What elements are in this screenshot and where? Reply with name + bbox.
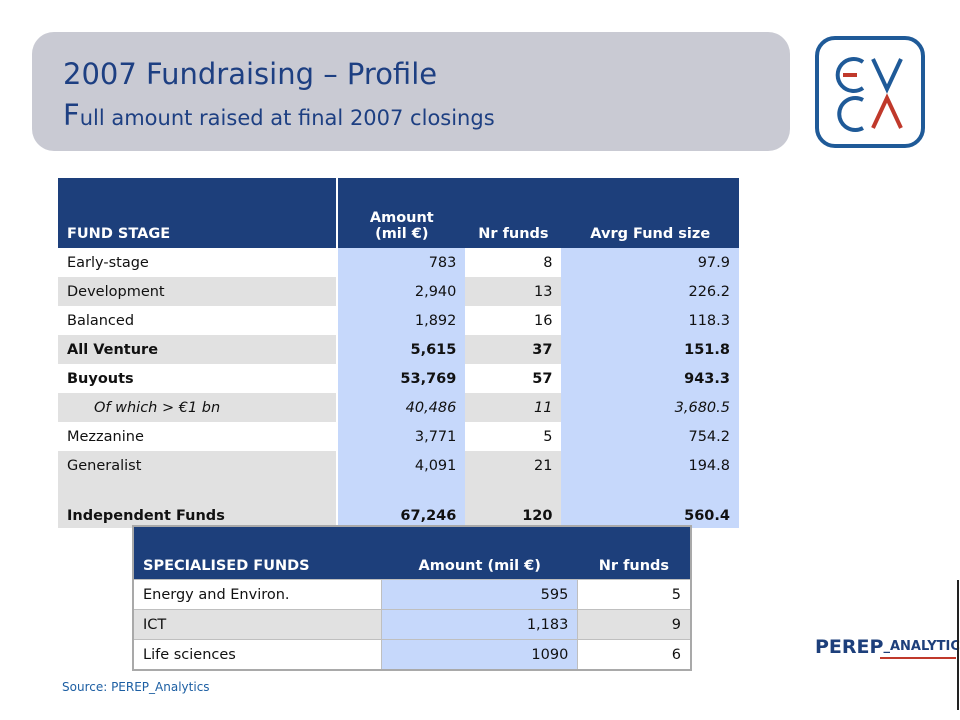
row-avrg-size: 226.2 <box>561 277 739 306</box>
table-row: Early-stage 783 8 97.9 <box>58 248 739 277</box>
row-amount: 1090 <box>381 639 579 670</box>
table-row: Buyouts 53,769 57 943.3 <box>58 364 739 393</box>
row-nr-funds: 57 <box>465 364 562 393</box>
row-amount: 4,091 <box>336 451 466 480</box>
row-amount: 5,615 <box>336 335 466 364</box>
perep-underline <box>880 657 956 659</box>
row-label: Of which > €1 bn <box>58 393 338 422</box>
row-label: All Venture <box>58 335 338 364</box>
table-row: Generalist 4,091 21 194.8 <box>58 451 739 480</box>
subtitle-rest: ull amount raised at final 2007 closings <box>79 106 495 130</box>
header-specialised-funds: SPECIALISED FUNDS <box>133 526 382 580</box>
header-amount: Amount (mil €) <box>381 526 578 580</box>
row-avrg-size: 3,680.5 <box>561 393 739 422</box>
row-nr-funds: 8 <box>465 248 562 277</box>
row-avrg-size: 118.3 <box>561 306 739 335</box>
table-row: All Venture 5,615 37 151.8 <box>58 335 739 364</box>
row-nr-funds: 13 <box>465 277 562 306</box>
row-label: Life sciences <box>133 639 383 670</box>
row-avrg-size: 97.9 <box>561 248 739 277</box>
table-row: Energy and Environ. 595 5 <box>133 579 691 610</box>
page-subtitle: Full amount raised at final 2007 closing… <box>63 98 495 132</box>
row-amount: 40,486 <box>336 393 466 422</box>
row-amount: 67,246 <box>336 480 466 528</box>
row-amount: 595 <box>381 579 579 610</box>
row-nr-funds: 21 <box>465 451 562 480</box>
row-avrg-size: 943.3 <box>561 364 739 393</box>
header-nr-funds: Nr funds <box>577 526 691 580</box>
evca-logo-icon <box>835 57 903 132</box>
row-nr-funds: 5 <box>465 422 562 451</box>
fund-stage-table: FUND STAGE Amount (mil €) Nr funds Avrg … <box>58 178 740 528</box>
row-label: Generalist <box>58 451 338 480</box>
row-amount: 1,892 <box>336 306 466 335</box>
row-amount: 783 <box>336 248 466 277</box>
evca-logo <box>815 36 925 148</box>
header-avrg-fund-size: Avrg Fund size <box>561 178 739 248</box>
row-nr-funds: 9 <box>577 609 691 640</box>
divider <box>957 580 959 710</box>
table-header-row: FUND STAGE Amount (mil €) Nr funds Avrg … <box>58 178 739 248</box>
row-label: Buyouts <box>58 364 338 393</box>
row-label: Early-stage <box>58 248 338 277</box>
source-note: Source: PEREP_Analytics <box>62 680 210 694</box>
table-row: Development 2,940 13 226.2 <box>58 277 739 306</box>
table-row: Mezzanine 3,771 5 754.2 <box>58 422 739 451</box>
row-avrg-size: 194.8 <box>561 451 739 480</box>
row-avrg-size: 151.8 <box>561 335 739 364</box>
title-banner <box>32 32 790 151</box>
row-amount: 1,183 <box>381 609 579 640</box>
row-avrg-size: 560.4 <box>561 480 739 528</box>
header-nr-funds: Nr funds <box>465 178 562 248</box>
row-nr-funds: 11 <box>465 393 562 422</box>
header-fund-stage: FUND STAGE <box>58 178 338 248</box>
table-row: Balanced 1,892 16 118.3 <box>58 306 739 335</box>
row-nr-funds: 5 <box>577 579 691 610</box>
table-row: Life sciences 1090 6 <box>133 639 691 670</box>
row-nr-funds: 120 <box>465 480 562 528</box>
row-label: Energy and Environ. <box>133 579 383 610</box>
row-amount: 53,769 <box>336 364 466 393</box>
row-label: Mezzanine <box>58 422 338 451</box>
header-amount: Amount (mil €) <box>336 178 466 248</box>
table-row-total: Independent Funds 67,246 120 560.4 <box>58 480 739 528</box>
row-label: Independent Funds <box>58 480 338 528</box>
row-label: Development <box>58 277 338 306</box>
table-header-row: SPECIALISED FUNDS Amount (mil €) Nr fund… <box>133 526 691 580</box>
row-amount: 2,940 <box>336 277 466 306</box>
perep-text: PEREP <box>815 636 884 658</box>
table-row: ICT 1,183 9 <box>133 609 691 640</box>
row-nr-funds: 16 <box>465 306 562 335</box>
page-title: 2007 Fundraising – Profile <box>63 57 438 91</box>
row-avrg-size: 754.2 <box>561 422 739 451</box>
row-nr-funds: 6 <box>577 639 691 670</box>
row-amount: 3,771 <box>336 422 466 451</box>
row-label: Balanced <box>58 306 338 335</box>
row-nr-funds: 37 <box>465 335 562 364</box>
specialised-funds-table: SPECIALISED FUNDS Amount (mil €) Nr fund… <box>132 525 692 671</box>
table-row: Of which > €1 bn 40,486 11 3,680.5 <box>58 393 739 422</box>
subtitle-initial: F <box>63 98 80 132</box>
row-label: ICT <box>133 609 383 640</box>
